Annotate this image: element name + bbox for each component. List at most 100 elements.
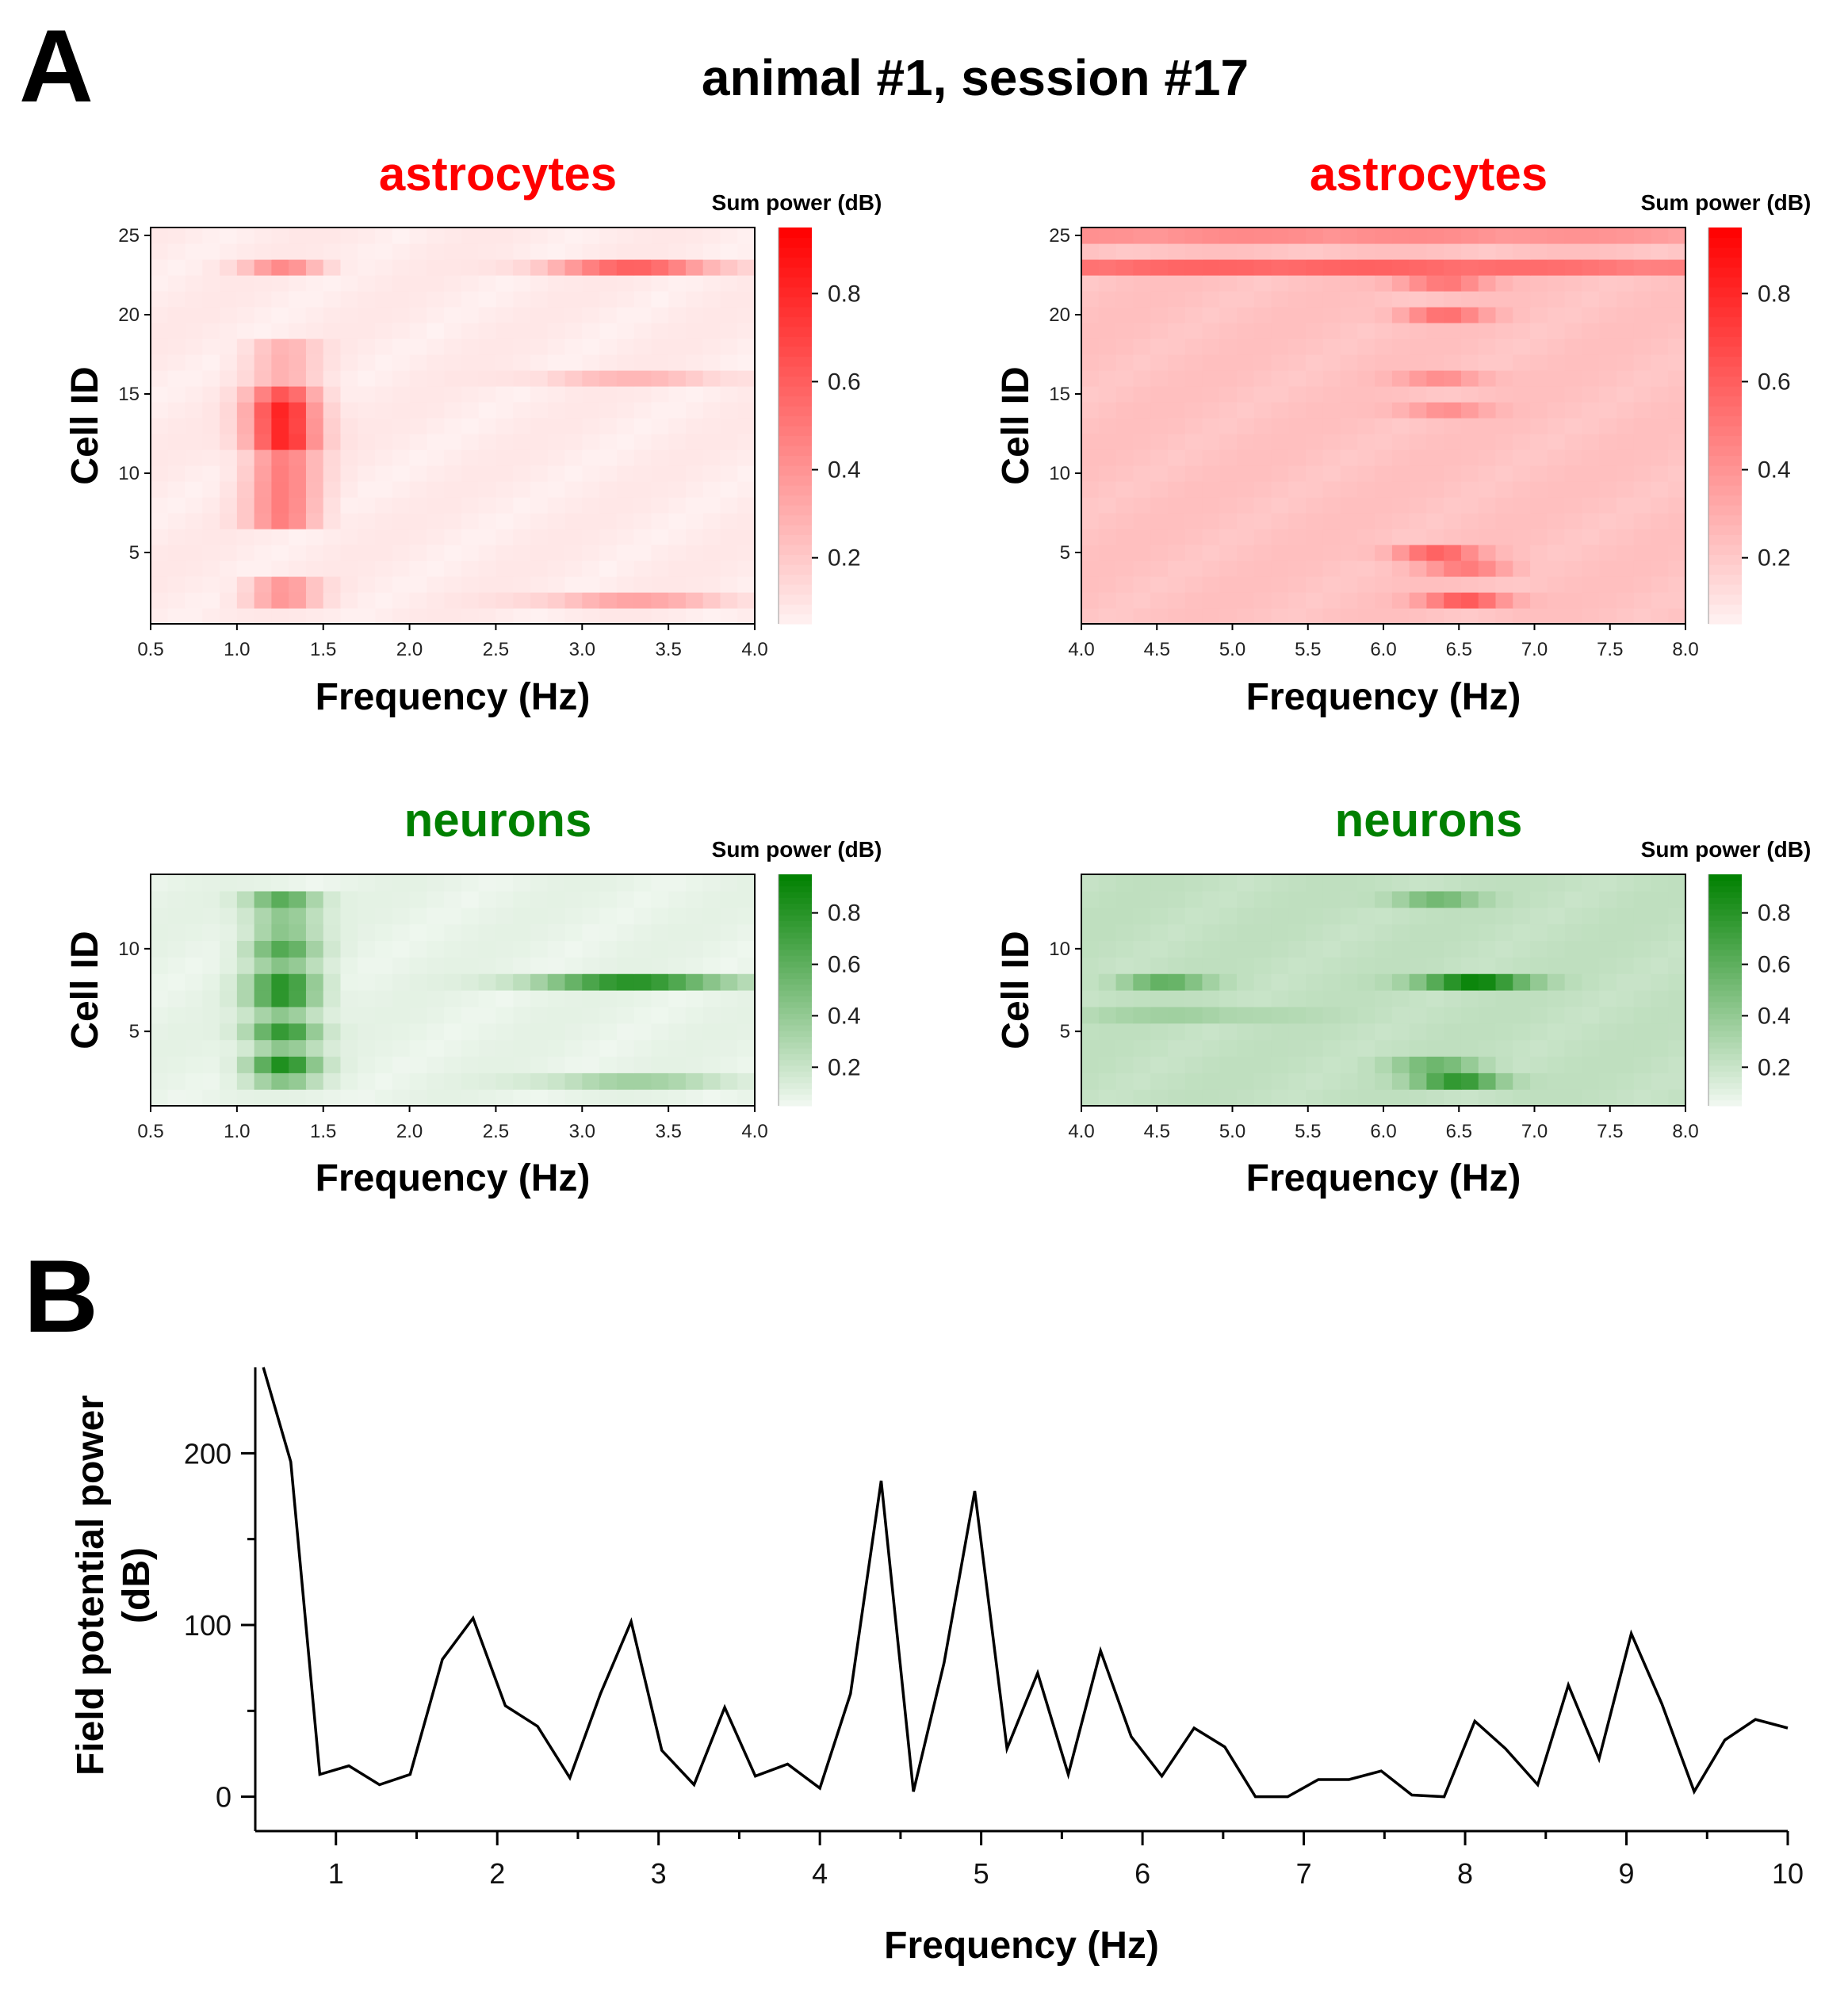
heatmap-cell: [633, 1023, 652, 1041]
heatmap-cell: [599, 370, 618, 387]
heatmap-cell: [513, 529, 531, 545]
heatmap-cell: [737, 481, 756, 498]
heatmap-cell: [1409, 529, 1428, 545]
heatmap-cell: [633, 243, 652, 260]
heatmap-cell: [1530, 1006, 1548, 1024]
heatmap-cell: [444, 1023, 462, 1041]
heatmap-cell: [1460, 1039, 1479, 1057]
heatmap-cell: [1253, 307, 1272, 323]
heatmap-cell: [1444, 560, 1462, 577]
heatmap-cell: [1202, 957, 1220, 974]
heatmap-cell: [1616, 354, 1635, 371]
heatmap-cell: [1340, 418, 1358, 434]
heatmap-cell: [1306, 608, 1324, 625]
heatmap-cell: [185, 957, 203, 974]
heatmap-cell: [564, 275, 583, 292]
heatmap-cell: [1306, 890, 1324, 908]
heatmap-cell: [478, 560, 497, 577]
heatmap-cell: [1651, 338, 1669, 355]
heatmap-cell: [633, 338, 652, 355]
heatmap-cell: [1219, 1089, 1238, 1107]
heatmap-cell: [737, 940, 756, 958]
heatmap-cell: [1599, 529, 1617, 545]
heatmap-cell: [1098, 513, 1117, 530]
heatmap-cell: [1513, 434, 1531, 450]
heatmap-cell: [1460, 513, 1479, 530]
heatmap-cell: [254, 890, 272, 908]
heatmap-cell: [668, 545, 687, 561]
heatmap-cell: [392, 307, 411, 323]
heatmap-cell: [1133, 874, 1151, 892]
heatmap-cell: [1582, 1089, 1600, 1107]
heatmap-cell: [1375, 1039, 1393, 1057]
heatmap-cell: [513, 497, 531, 514]
heatmap-cell: [1409, 275, 1428, 292]
heatmap-cell: [1633, 434, 1652, 450]
heatmap-cell: [1357, 338, 1375, 355]
heatmap-cell: [1616, 434, 1635, 450]
heatmap-cell: [599, 291, 618, 308]
heatmap-cell: [1322, 1006, 1341, 1024]
heatmap-cell: [151, 1089, 169, 1107]
x-tick-label: 4: [812, 1857, 828, 1890]
heatmap-cell: [1599, 307, 1617, 323]
heatmap-cell: [1375, 434, 1393, 450]
heatmap-cell: [1133, 890, 1151, 908]
heatmap-cell: [1375, 1089, 1393, 1107]
heatmap-cell: [720, 434, 738, 450]
heatmap-cell: [1651, 1006, 1669, 1024]
heatmap-cell: [1271, 1023, 1289, 1041]
heatmap-cell: [1564, 291, 1582, 308]
colorbar-step: [1708, 926, 1742, 933]
colorbar-step: [779, 1042, 812, 1049]
heatmap-cell: [444, 890, 462, 908]
heatmap-cell: [633, 907, 652, 925]
colorbar-step: [779, 1071, 812, 1078]
heatmap-cell: [1271, 291, 1289, 308]
heatmap-cell: [1271, 576, 1289, 593]
heatmap-cell: [720, 370, 738, 387]
heatmap-cell: [220, 973, 238, 991]
heatmap-cell: [616, 338, 635, 355]
heatmap-cell: [1098, 434, 1117, 450]
heatmap-cell: [1495, 243, 1513, 260]
heatmap-cell: [1115, 386, 1134, 403]
heatmap-cell: [1668, 1006, 1686, 1024]
heatmap-cell: [1444, 386, 1462, 403]
heatmap-cell: [668, 1023, 687, 1041]
heatmap-cell: [305, 418, 324, 434]
heatmap-cell: [151, 545, 169, 561]
heatmap-cell: [495, 576, 514, 593]
heatmap-cell: [1616, 973, 1635, 991]
heatmap-cell: [1357, 259, 1375, 276]
colorbar-step: [1708, 1048, 1742, 1054]
heatmap-cell: [1271, 354, 1289, 371]
heatmap-cell: [547, 513, 566, 530]
colorbar-tick-label: 0.6: [828, 952, 861, 978]
heatmap-cell: [616, 497, 635, 514]
heatmap-cell: [236, 576, 255, 593]
heatmap-cell: [409, 545, 427, 561]
heatmap-cell: [1409, 1039, 1428, 1057]
heatmap-cell: [1513, 481, 1531, 498]
heatmap-cell: [1599, 973, 1617, 991]
heatmap-cell: [1444, 1072, 1462, 1090]
colorbar-step: [1708, 604, 1742, 615]
heatmap-cell: [340, 1039, 358, 1057]
heatmap-cell: [685, 957, 704, 974]
heatmap-cell: [1253, 1089, 1272, 1107]
heatmap-cell: [1668, 338, 1686, 355]
heatmap-cell: [461, 1006, 480, 1024]
heatmap-cell: [668, 418, 687, 434]
heatmap-cell: [461, 370, 480, 387]
heatmap-cell: [1236, 259, 1255, 276]
heatmap-cell: [1167, 1089, 1186, 1107]
heatmap-cell: [1236, 973, 1255, 991]
heatmap-cell: [1322, 1023, 1341, 1041]
heatmap-cell: [1150, 560, 1169, 577]
heatmap-cell: [1219, 1006, 1238, 1024]
colorbar-step: [1708, 376, 1742, 387]
heatmap-cell: [685, 402, 704, 419]
heatmap-cell: [1115, 243, 1134, 260]
heatmap-cell: [1150, 338, 1169, 355]
